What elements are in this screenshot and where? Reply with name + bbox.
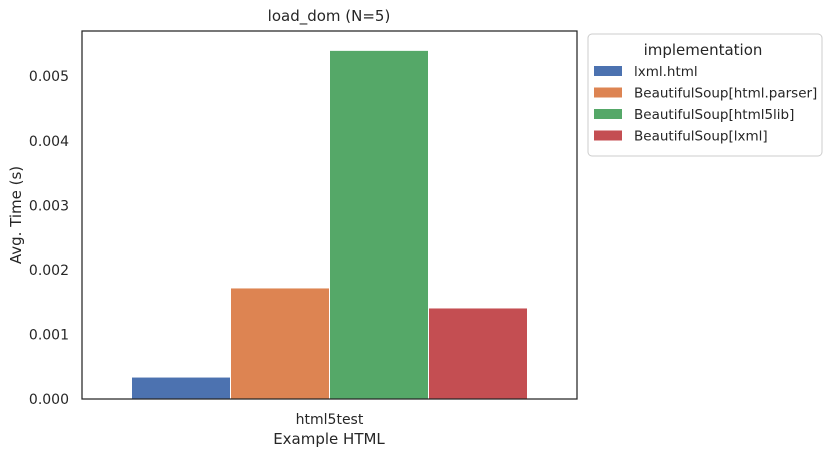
y-tick-label: 0.003 xyxy=(29,198,69,214)
legend-swatch xyxy=(594,130,622,141)
y-tick-label: 0.002 xyxy=(29,263,69,279)
legend-items: lxml.html BeautifulSoup[html.parser] Beaut… xyxy=(594,64,817,145)
legend-title: implementation xyxy=(644,41,763,59)
y-axis-title: Avg. Time (s) xyxy=(7,166,25,264)
y-tick-label: 0.001 xyxy=(29,327,69,343)
y-tick-label: 0.004 xyxy=(29,134,69,150)
y-tick-label: 0.005 xyxy=(29,69,69,85)
legend-swatch xyxy=(594,87,622,98)
x-tick-label: html5test xyxy=(296,412,364,428)
legend-frame xyxy=(587,33,823,157)
legend-swatch xyxy=(594,109,622,119)
legend-label: BeautifulSoup[lxml] xyxy=(634,129,768,145)
legend-label: BeautifulSoup[html5lib] xyxy=(634,107,794,123)
legend: implementation lxml.html BeautifulSoup[ht… xyxy=(587,33,823,157)
bar xyxy=(428,307,528,400)
y-axis-ticks: 0.000 0.001 0.002 0.003 0.004 0.005 xyxy=(29,69,69,408)
bar xyxy=(230,287,330,400)
legend-label: lxml.html xyxy=(634,64,698,80)
legend-swatch xyxy=(594,66,622,76)
plot-area-frame xyxy=(81,30,578,400)
bars-group xyxy=(131,49,528,400)
legend-label: BeautifulSoup[html.parser] xyxy=(634,86,817,102)
bar xyxy=(131,376,231,400)
y-tick-label: 0.000 xyxy=(29,392,69,408)
bar xyxy=(329,49,429,400)
chart-title: load_dom (N=5) xyxy=(268,7,391,26)
x-axis-title: Example HTML xyxy=(273,430,385,448)
x-axis-ticks: html5test xyxy=(296,412,364,428)
